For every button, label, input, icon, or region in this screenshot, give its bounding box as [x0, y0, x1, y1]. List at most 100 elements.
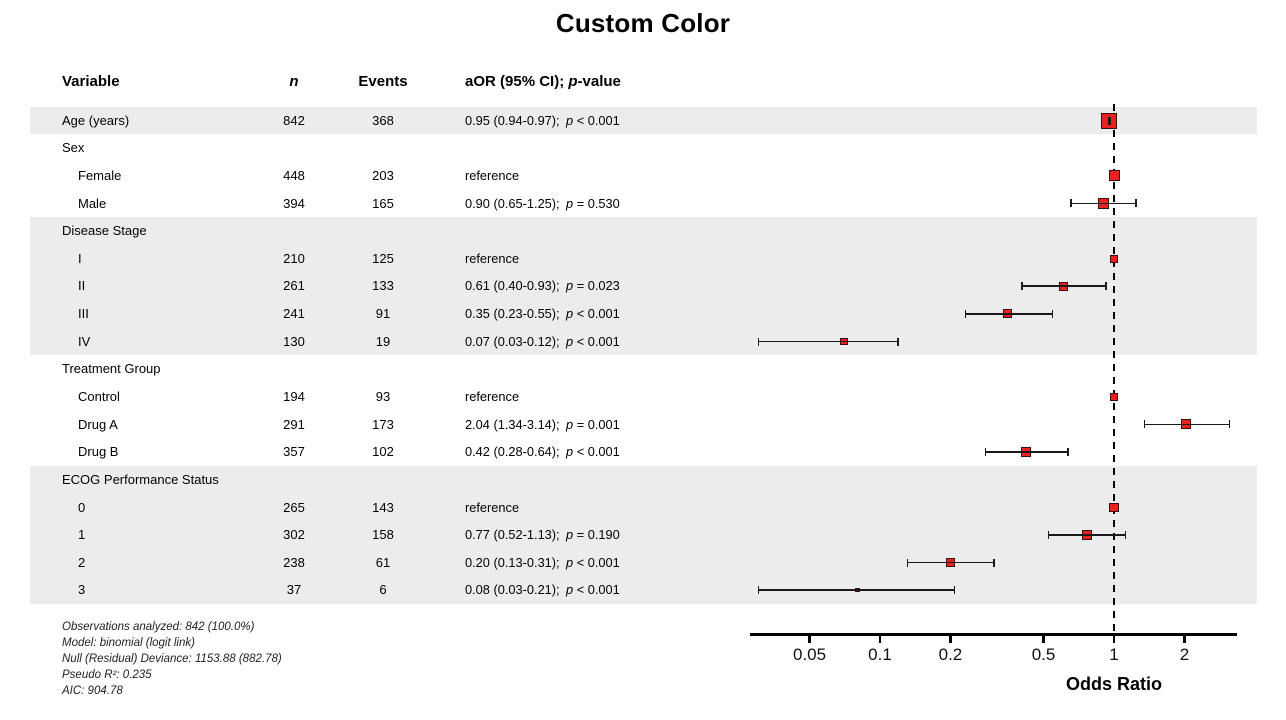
p-symbol: p	[566, 278, 574, 294]
row-estimate-text: 0.08 (0.03-0.21); p < 0.001	[465, 582, 620, 598]
row-n: 238	[283, 554, 305, 570]
table-row: Control 194 93 reference	[30, 383, 1257, 411]
row-label: 2	[78, 554, 86, 570]
ci-cap-right	[953, 586, 956, 595]
page-title: Custom Color	[555, 8, 731, 38]
row-label: Sex	[62, 140, 85, 156]
row-n: 842	[283, 112, 305, 128]
row-label: 3	[78, 582, 86, 598]
row-estimate-text: 0.35 (0.23-0.55); p < 0.001	[465, 306, 620, 322]
row-events: 102	[372, 444, 394, 460]
row-events: 173	[372, 416, 394, 432]
ci-cap-left	[757, 586, 760, 595]
table-row: 2 238 61 0.20 (0.13-0.31); p < 0.001	[30, 548, 1257, 577]
column-header-aor: aOR (95% CI); p-value	[465, 68, 621, 96]
footnote-line: Null (Residual) Deviance: 1153.88 (882.7…	[62, 652, 282, 665]
or-marker	[1108, 170, 1120, 182]
ci-whisker	[757, 589, 956, 592]
x-axis-label: Odds Ratio	[1065, 674, 1162, 694]
x-axis-line	[750, 633, 1237, 636]
row-n: 37	[286, 582, 302, 598]
table-row: Disease Stage	[30, 217, 1257, 245]
footnote-line: Model: binomial (logit link)	[62, 636, 195, 649]
row-events: 125	[372, 250, 394, 266]
row-label: 0	[78, 499, 86, 515]
table-row: Drug B 357 102 0.42 (0.28-0.64); p < 0.001	[30, 438, 1257, 466]
column-header-n: n	[289, 73, 299, 90]
p-symbol: p	[566, 112, 574, 128]
row-label: Age (years)	[62, 112, 130, 128]
ci-cap-right	[1066, 448, 1069, 457]
x-axis-tick-label: 0.5	[1031, 645, 1056, 664]
table-row: I 210 125 reference	[30, 244, 1257, 273]
x-axis-tick	[949, 635, 952, 643]
row-label: II	[78, 278, 86, 294]
x-axis-tick-label: 0.2	[938, 645, 963, 664]
table-row: Male 394 165 0.90 (0.65-1.25); p = 0.530	[30, 190, 1257, 218]
row-n: 261	[283, 278, 305, 294]
table-row: Female 448 203 reference	[30, 162, 1257, 190]
row-events: 158	[372, 527, 394, 543]
ci-cap-right	[1104, 282, 1107, 291]
aor-header-suffix: -value	[577, 73, 621, 90]
ci-cap-left	[757, 337, 760, 346]
ci-whisker	[1047, 534, 1127, 536]
row-label: 1	[78, 527, 86, 543]
x-axis-tick	[878, 635, 882, 643]
row-events: 19	[375, 333, 391, 349]
row-events: 61	[375, 554, 391, 570]
row-estimate-text: reference	[465, 250, 520, 266]
column-header-variable: Variable	[62, 73, 120, 90]
row-label: Female	[78, 167, 122, 183]
x-axis-tick	[1112, 635, 1116, 643]
row-estimate-text: 0.77 (0.52-1.13); p = 0.190	[465, 527, 620, 543]
row-label: I	[78, 250, 82, 266]
footnote-line: Observations analyzed: 842 (100.0%)	[62, 621, 255, 633]
footnote-line: AIC: 904.78	[62, 684, 123, 697]
row-label: IV	[78, 333, 91, 349]
x-axis-tick	[1183, 635, 1186, 643]
ci-cap-left	[1107, 116, 1110, 125]
p-symbol: p	[566, 306, 574, 322]
row-events: 6	[379, 582, 387, 598]
table-row: ECOG Performance Status	[30, 465, 1257, 494]
row-n: 241	[283, 306, 305, 322]
ci-cap-left	[984, 448, 987, 457]
row-n: 210	[283, 250, 305, 266]
p-symbol: p	[566, 527, 574, 543]
column-header-events: Events	[358, 73, 408, 90]
row-n: 448	[283, 167, 305, 183]
p-symbol: p	[566, 195, 574, 211]
row-estimate-text: 0.07 (0.03-0.12); p < 0.001	[465, 333, 620, 349]
ci-cap-left	[906, 558, 909, 567]
row-estimate-text: reference	[465, 167, 520, 183]
ci-cap-right	[896, 337, 899, 346]
row-n: 357	[283, 444, 305, 460]
ci-cap-left	[1047, 530, 1050, 539]
table-row: II 261 133 0.61 (0.40-0.93); p = 0.023	[30, 272, 1257, 301]
reference-line-or1	[1113, 104, 1115, 633]
row-events: 165	[372, 195, 394, 211]
ci-whisker	[906, 561, 995, 564]
x-axis-tick	[808, 635, 811, 643]
aor-header-prefix: aOR (95% CI);	[465, 73, 569, 90]
ci-cap-left	[1143, 420, 1146, 429]
row-estimate-text: 0.90 (0.65-1.25); p = 0.530	[465, 195, 620, 211]
x-axis-tick-label: 2	[1179, 645, 1190, 664]
row-estimate-text: 0.61 (0.40-0.93); p = 0.023	[465, 278, 620, 294]
table-row: Drug A 291 173 2.04 (1.34-3.14); p = 0.001	[30, 411, 1257, 439]
row-label: Drug B	[78, 444, 119, 460]
p-symbol: p	[566, 554, 574, 570]
ci-cap-right	[1051, 309, 1054, 318]
row-n: 291	[283, 416, 305, 432]
row-label: ECOG Performance Status	[62, 471, 219, 487]
row-n: 130	[283, 333, 305, 349]
row-events: 133	[372, 278, 394, 294]
x-axis-tick-label: 0.05	[793, 645, 827, 664]
row-estimate-text: reference	[465, 389, 520, 404]
footnote-line: Pseudo R²: 0.235	[62, 668, 152, 681]
row-label: Control	[78, 389, 120, 404]
x-axis-tick	[1042, 635, 1045, 643]
ci-cap-left	[964, 309, 967, 318]
p-symbol: p	[566, 444, 574, 460]
